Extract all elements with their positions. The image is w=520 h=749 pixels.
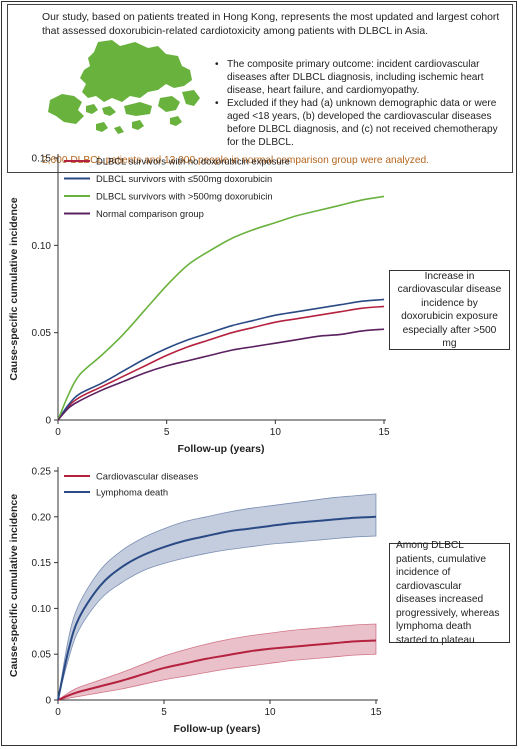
legend-label: Cardiovascular diseases [96, 471, 198, 482]
x-tick-label: 5 [164, 427, 170, 438]
x-axis-title: Follow-up (years) [178, 443, 265, 455]
bullet-item: The composite primary outcome: incident … [213, 58, 503, 97]
y-tick-label: 0.05 [32, 650, 52, 661]
series-line [57, 328, 385, 421]
x-tick-label: 0 [55, 707, 61, 718]
x-tick-label: 15 [370, 707, 382, 718]
legend-label: DLBCL survivors with ≤500mg doxorubicin [96, 173, 272, 184]
hong-kong-map-icon [48, 40, 200, 134]
callout-box-bottom: Among DLBCL patients, cumulative inciden… [389, 540, 510, 646]
y-tick-label: 0.10 [32, 604, 52, 615]
x-tick-label: 5 [161, 707, 167, 718]
x-axis-title: Follow-up (years) [174, 723, 261, 735]
bullet-item: Excluded if they had (a) unknown demogra… [213, 97, 503, 149]
legend-label: Normal comparison group [96, 208, 204, 219]
y-tick-label: 0.25 [32, 467, 52, 478]
x-tick-label: 0 [55, 427, 61, 438]
summary-text: 2,600 DLBCL patients and 13,000 people i… [42, 155, 429, 166]
bullet-list: The composite primary outcome: incident … [213, 58, 503, 149]
series-line [57, 195, 385, 421]
y-tick-label: 0.05 [32, 328, 52, 339]
y-tick-label: 0.15 [32, 154, 52, 165]
series-line [57, 515, 377, 701]
series-line [57, 639, 377, 701]
y-axis-title: Cause-specific cumulative incidence [8, 197, 20, 380]
callout-box-top: Increase in cardiovascular disease incid… [389, 270, 510, 350]
y-tick-label: 0.10 [32, 241, 52, 252]
confidence-band [57, 493, 377, 701]
x-tick-label: 10 [270, 427, 282, 438]
callout-text-bottom: Among DLBCL patients, cumulative inciden… [396, 540, 500, 646]
series-line [57, 298, 385, 421]
series-line [57, 305, 385, 421]
legend-label: DLBCL survivors with no doxorubicin expo… [96, 156, 290, 167]
legend-label: DLBCL survivors with >500mg doxorubicin [96, 191, 273, 202]
header-box [7, 4, 513, 173]
intro-text: Our study, based on patients treated in … [42, 12, 500, 37]
y-tick-label: 0.20 [32, 512, 52, 523]
confidence-band [57, 623, 377, 701]
y-tick-label: 0 [45, 416, 51, 427]
y-tick-label: 0 [45, 696, 51, 707]
x-tick-label: 10 [264, 707, 276, 718]
legend-label: Lymphoma death [96, 487, 168, 498]
x-tick-label: 15 [378, 427, 390, 438]
y-tick-label: 0.15 [32, 558, 52, 569]
y-axis-title: Cause-specific cumulative incidence [8, 494, 20, 677]
callout-text-top: Increase in cardiovascular disease incid… [397, 270, 502, 350]
